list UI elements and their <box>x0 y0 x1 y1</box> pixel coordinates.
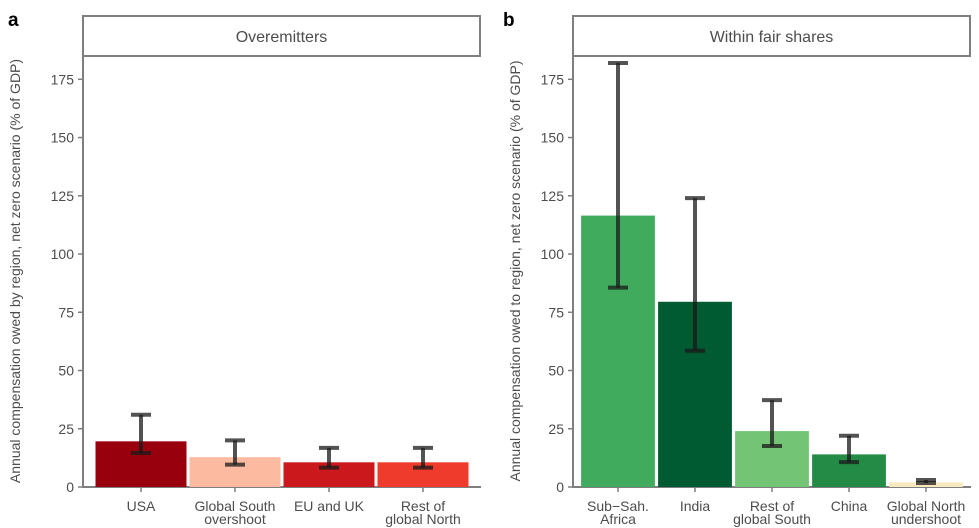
panel-b-category-label: Global North undershoot <box>887 498 966 527</box>
panel-b-x-ticks: Sub−Sah. Africa India Rest of global South Ch… <box>587 487 965 527</box>
category-label-line: overshoot <box>204 511 266 527</box>
panel-b-category-label: Sub−Sah. Africa <box>587 498 649 527</box>
panel-b-y-tick-label: 100 <box>541 246 565 262</box>
category-label-line: Global South <box>195 498 276 514</box>
panel-b-category-label: Rest of global South <box>733 498 811 527</box>
panel-a-category-label: Rest of global North <box>385 498 461 527</box>
panel-b-y-tick-label: 150 <box>541 130 565 146</box>
panel-a-y-axis-label: Annual compensation owed by region, net … <box>7 59 23 483</box>
panel-b: b Within fair shares Annual compensation… <box>503 10 971 527</box>
category-label-line: Rest of <box>750 498 794 514</box>
panel-a-y-tick-label: 75 <box>58 304 74 320</box>
category-label-line: USA <box>127 498 156 514</box>
panel-a-letter: a <box>8 10 19 31</box>
panel-a-x-ticks: USA Global South overshoot EU and UK Rest of… <box>127 487 461 527</box>
panel-b-y-axis-label: Annual compensation owed to region, net … <box>507 60 523 481</box>
panel-a-error-bars <box>131 412 433 470</box>
panel-a-y-tick-label: 150 <box>51 130 75 146</box>
category-label-line: Sub−Sah. <box>587 498 649 514</box>
panel-a-y-tick-label: 125 <box>51 188 75 204</box>
panel-b-y-tick-label: 0 <box>556 479 564 495</box>
category-label-line: EU and UK <box>294 498 365 514</box>
category-label-line: China <box>831 498 868 514</box>
panel-b-strip-title: Within fair shares <box>710 29 834 46</box>
category-label-line: undershoot <box>891 511 961 527</box>
panel-a-error-bar <box>225 438 245 467</box>
panel-a-strip-title: Overemitters <box>236 29 328 46</box>
panel-b-y-tick-label: 125 <box>541 188 565 204</box>
panel-b-error-bar <box>762 398 782 448</box>
panel-a-category-label: Global South overshoot <box>195 498 276 527</box>
panel-a-error-bar <box>131 412 151 455</box>
panel-b-y-ticks: 0 25 50 75 100 125 150 175 <box>541 71 573 495</box>
panel-a-strip <box>82 15 481 57</box>
panel-b-error-bar <box>685 196 705 353</box>
panel-b-error-bar <box>916 478 936 486</box>
category-label-line: global North <box>385 511 461 527</box>
panel-a-category-label: USA <box>127 498 156 514</box>
panel-b-error-bars <box>608 60 936 486</box>
panel-a-y-tick-label: 50 <box>58 363 74 379</box>
panel-b-category-label: China <box>831 498 868 514</box>
panel-b-y-tick-label: 50 <box>548 363 564 379</box>
panel-a-y-tick-label: 0 <box>66 479 74 495</box>
panel-b-y-tick-label: 75 <box>548 304 564 320</box>
panel-b-error-bar <box>608 60 628 290</box>
panel-a-error-bar <box>413 445 433 470</box>
panel-b-y-tick-label: 25 <box>548 421 564 437</box>
panel-a-y-tick-label: 100 <box>51 246 75 262</box>
panel-a-bars <box>95 441 469 487</box>
panel-b-category-label: India <box>680 498 711 514</box>
panel-a-error-bar <box>319 445 339 470</box>
panel-b-letter: b <box>503 10 515 31</box>
panel-a-y-ticks: 0 25 50 75 100 125 150 175 <box>51 71 83 495</box>
panel-a: a Overemitters Annual compensation owed … <box>7 10 481 527</box>
panel-b-strip <box>572 15 971 57</box>
panel-a-y-tick-label: 175 <box>51 71 75 87</box>
category-label-line: global South <box>733 511 811 527</box>
panel-b-error-bar <box>839 433 859 465</box>
panel-b-y-tick-label: 175 <box>541 71 565 87</box>
category-label-line: Rest of <box>401 498 445 514</box>
panel-a-y-tick-label: 25 <box>58 421 74 437</box>
category-label-line: Africa <box>600 511 636 527</box>
panel-a-category-label: EU and UK <box>294 498 365 514</box>
category-label-line: India <box>680 498 711 514</box>
category-label-line: Global North <box>887 498 966 514</box>
